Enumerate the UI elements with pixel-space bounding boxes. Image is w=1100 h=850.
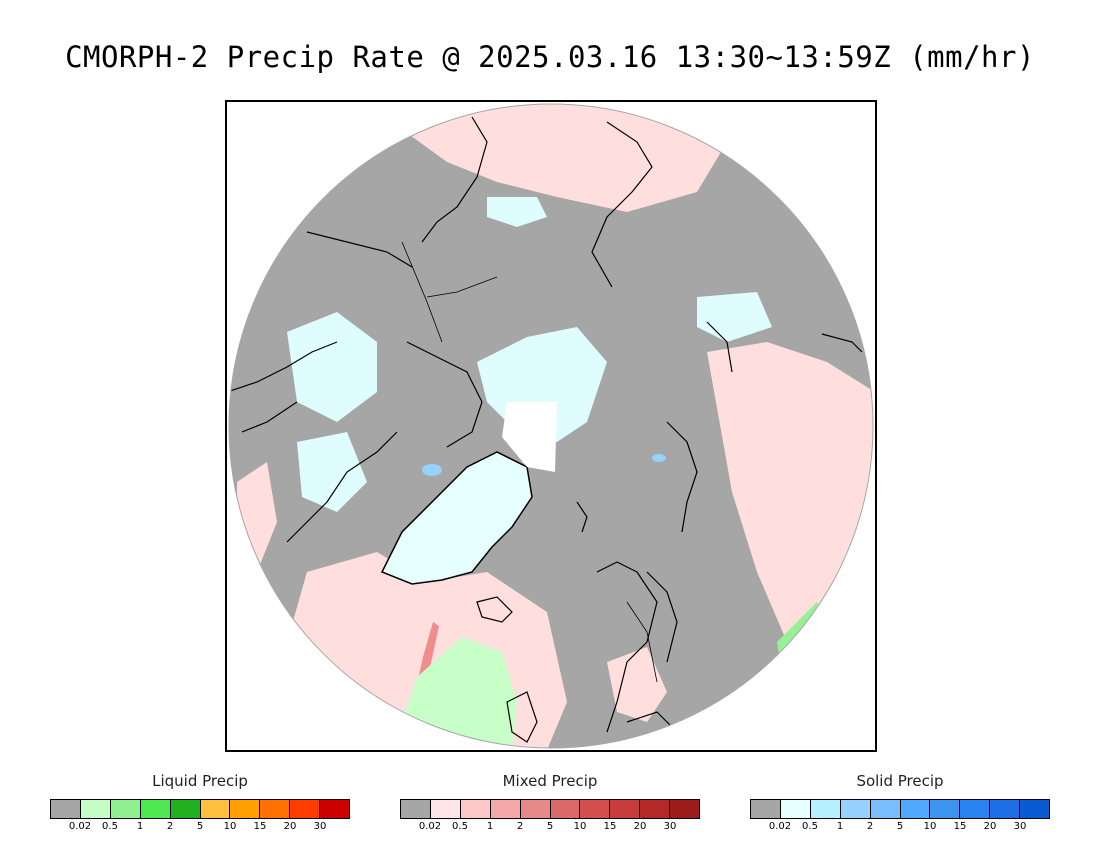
legend-liquid-swatch bbox=[51, 800, 81, 818]
legend-solid-bar bbox=[750, 799, 1050, 819]
coastlines bbox=[229, 116, 863, 748]
legend-liquid-title: Liquid Precip bbox=[152, 772, 248, 790]
legend-mixed-tick-label: 20 bbox=[633, 821, 647, 832]
legend-liquid-swatch bbox=[170, 800, 201, 818]
legend-liquid-tick-label: 5 bbox=[196, 821, 204, 832]
map-frame bbox=[225, 100, 877, 752]
legend-mixed-tick-label: 10 bbox=[573, 821, 587, 832]
legend-mixed-swatch bbox=[640, 800, 671, 818]
legend-liquid-tick-label: 2 bbox=[166, 821, 174, 832]
legend-mixed-swatch bbox=[430, 800, 461, 818]
legend-solid-tick-label: 15 bbox=[953, 821, 967, 832]
legend-liquid: Liquid Precip 0.02 0.5 1 2 5 10 15 20 30 bbox=[50, 770, 350, 833]
legend-liquid-swatch bbox=[260, 800, 291, 818]
legend-liquid-tick-label: 10 bbox=[223, 821, 237, 832]
legend-mixed-bar bbox=[400, 799, 700, 819]
greenland-blue-spot bbox=[422, 464, 442, 476]
legend-solid-tick-label: 5 bbox=[896, 821, 904, 832]
legend-mixed-swatch bbox=[401, 800, 431, 818]
legend-liquid-tick-label: 20 bbox=[283, 821, 297, 832]
legend-mixed-tick-label: 15 bbox=[603, 821, 617, 832]
legend-solid-tick-label: 10 bbox=[923, 821, 937, 832]
legend-solid-swatch bbox=[751, 800, 781, 818]
legend-solid-swatch bbox=[840, 800, 871, 818]
legend-solid-swatch bbox=[810, 800, 841, 818]
legend-liquid-swatch bbox=[290, 800, 321, 818]
siberia-snow-patches bbox=[697, 292, 772, 342]
legend-mixed-title: Mixed Precip bbox=[502, 772, 598, 790]
legend-solid-tick-label: 20 bbox=[983, 821, 997, 832]
legend-mixed-swatch bbox=[490, 800, 521, 818]
legend-liquid-tick-label: 0.5 bbox=[102, 821, 118, 832]
siberia-blue-spot bbox=[652, 454, 666, 462]
legend-mixed-swatch bbox=[460, 800, 491, 818]
north-atlantic-liquid-precip bbox=[402, 637, 517, 748]
map-disk-edge bbox=[228, 103, 874, 749]
legend-mixed-swatch bbox=[670, 800, 700, 818]
scandinavia-mixed-precip bbox=[607, 647, 667, 722]
legend-solid-swatch bbox=[990, 800, 1021, 818]
legend-mixed-swatch bbox=[520, 800, 551, 818]
legend-liquid-swatch bbox=[230, 800, 261, 818]
legend-mixed-ticks: 0.02 0.5 1 2 5 10 15 20 30 bbox=[400, 819, 700, 833]
legend-mixed-tick-label: 30 bbox=[663, 821, 677, 832]
greenland-ice-sheet bbox=[380, 451, 533, 585]
legend-solid-tick-label: 30 bbox=[1013, 821, 1027, 832]
legend-liquid-tick-label: 1 bbox=[136, 821, 144, 832]
legend-solid-swatch bbox=[870, 800, 901, 818]
legend-solid-tick-label: 1 bbox=[836, 821, 844, 832]
legend-liquid-bar bbox=[50, 799, 350, 819]
legend-solid-swatch bbox=[780, 800, 811, 818]
legend-mixed-swatch bbox=[550, 800, 581, 818]
map-title: CMORPH-2 Precip Rate @ 2025.03.16 13:30~… bbox=[65, 40, 1035, 74]
hudson-snow-patches bbox=[297, 432, 367, 512]
legend-liquid-swatch bbox=[80, 800, 111, 818]
legend-mixed-tick-label: 0.5 bbox=[452, 821, 468, 832]
kamchatka-snow-patches bbox=[487, 197, 547, 227]
legend-liquid-tick-label: 0.02 bbox=[68, 821, 92, 832]
legend-liquid-swatch bbox=[140, 800, 171, 818]
polar-map bbox=[228, 103, 874, 749]
legend-mixed-tick-label: 1 bbox=[486, 821, 494, 832]
legend-solid-tick-label: 0.5 bbox=[802, 821, 818, 832]
north-pole-snow bbox=[502, 402, 557, 472]
legend-liquid-tick-label: 15 bbox=[253, 821, 267, 832]
legend-solid-swatch bbox=[960, 800, 991, 818]
legend-solid-swatch bbox=[930, 800, 961, 818]
legend-solid-tick-label: 0.02 bbox=[768, 821, 792, 832]
legend-mixed-swatch bbox=[610, 800, 641, 818]
legend-mixed: Mixed Precip 0.02 0.5 1 2 5 10 15 20 30 bbox=[400, 770, 700, 833]
legend-liquid-ticks: 0.02 0.5 1 2 5 10 15 20 30 bbox=[50, 819, 350, 833]
legend-liquid-tick-label: 30 bbox=[313, 821, 327, 832]
legend-mixed-swatch bbox=[580, 800, 611, 818]
canada-snow-patches bbox=[287, 312, 377, 422]
legend-solid-tick-label: 2 bbox=[866, 821, 874, 832]
legend-solid-swatch bbox=[900, 800, 931, 818]
legend-liquid-swatch bbox=[320, 800, 350, 818]
legend-solid-ticks: 0.02 0.5 1 2 5 10 15 20 30 bbox=[750, 819, 1050, 833]
legend-mixed-tick-label: 2 bbox=[516, 821, 524, 832]
legend-solid-swatch bbox=[1020, 800, 1050, 818]
legend-mixed-tick-label: 0.02 bbox=[418, 821, 442, 832]
legend-solid-title: Solid Precip bbox=[856, 772, 944, 790]
legend-liquid-swatch bbox=[200, 800, 231, 818]
legend-liquid-swatch bbox=[110, 800, 141, 818]
north-pacific-mixed-precip bbox=[392, 104, 727, 212]
legend-mixed-tick-label: 5 bbox=[546, 821, 554, 832]
country-borders bbox=[401, 241, 658, 683]
legend-solid: Solid Precip 0.02 0.5 1 2 5 10 15 20 30 bbox=[750, 770, 1050, 833]
